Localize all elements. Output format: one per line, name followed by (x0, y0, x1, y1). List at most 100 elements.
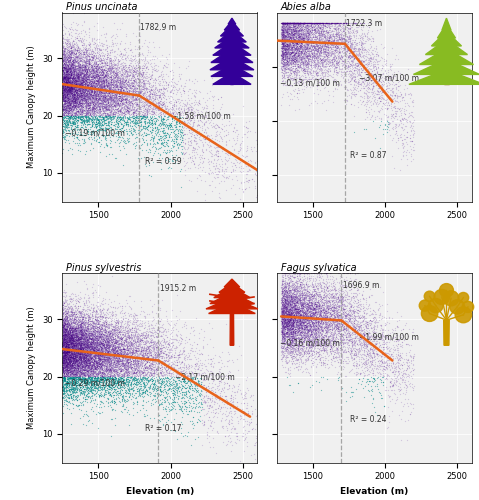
Point (285, 324, 292, 332)
Point (68, 344, 76, 352)
Point (99, 294, 106, 302)
Point (62, 82, 69, 90)
Point (77, 322, 84, 330)
Point (113, 345, 121, 353)
Point (332, 29, 340, 37)
Point (348, 61, 355, 69)
Point (159, 141, 167, 149)
Point (131, 364, 139, 372)
Point (323, 304, 331, 312)
Point (80, 80, 87, 88)
Point (307, 44, 314, 52)
Point (281, 52, 288, 60)
Point (131, 76, 138, 84)
Point (283, 310, 290, 318)
Point (290, 330, 297, 338)
Point (303, 58, 311, 66)
Point (332, 308, 340, 316)
Point (315, 302, 322, 310)
Point (288, 336, 296, 344)
Point (97, 84, 104, 92)
Point (125, 88, 132, 96)
Point (100, 78, 108, 86)
Point (305, 285, 313, 293)
Point (227, 392, 235, 400)
Point (361, 75, 368, 83)
Point (72, 342, 80, 350)
Point (135, 368, 143, 376)
Point (68, 328, 75, 336)
Point (137, 343, 145, 351)
Point (69, 102, 77, 110)
Point (284, 30, 291, 38)
Point (283, 20, 291, 28)
Point (69, 98, 77, 106)
Point (134, 338, 141, 346)
Point (328, 322, 335, 330)
Point (402, 358, 410, 366)
Point (160, 335, 167, 343)
Point (62, 380, 70, 388)
Point (132, 318, 139, 326)
Point (98, 76, 106, 84)
Point (82, 64, 90, 72)
Point (314, 297, 322, 305)
Point (332, 316, 340, 324)
Point (296, 20, 304, 28)
Point (293, 296, 301, 304)
Point (285, 54, 293, 62)
Point (121, 337, 129, 345)
Point (61, 55, 68, 63)
Point (76, 109, 83, 117)
Point (293, 278, 301, 286)
Point (85, 71, 92, 79)
Point (280, 20, 287, 28)
Point (65, 348, 73, 356)
Point (78, 79, 85, 87)
Point (319, 326, 326, 334)
Point (69, 379, 77, 387)
Point (297, 44, 305, 52)
Point (63, 400, 70, 408)
Point (156, 102, 163, 110)
Point (70, 350, 78, 358)
Point (144, 355, 151, 363)
Point (83, 343, 91, 351)
Point (79, 306, 87, 314)
Point (114, 336, 122, 344)
Point (146, 376, 154, 384)
Point (84, 110, 92, 118)
Point (317, 274, 325, 282)
Point (285, 42, 292, 50)
Point (320, 270, 328, 278)
Point (284, 351, 291, 359)
Point (378, 72, 386, 80)
Point (97, 350, 104, 358)
Point (86, 328, 94, 336)
Point (87, 367, 95, 375)
Point (282, 329, 290, 337)
Point (72, 70, 80, 78)
Point (344, 336, 352, 344)
Point (74, 376, 82, 384)
Point (286, 79, 294, 87)
Point (134, 59, 142, 67)
Point (96, 60, 104, 68)
Point (287, 351, 295, 359)
Point (82, 97, 90, 105)
Point (213, 131, 221, 139)
Point (104, 98, 112, 106)
Point (305, 60, 312, 68)
Point (69, 330, 77, 338)
Point (318, 282, 325, 290)
Point (293, 36, 300, 44)
Point (316, 29, 324, 37)
Point (60, 344, 68, 352)
Point (62, 363, 69, 371)
Point (68, 308, 76, 316)
Point (60, 63, 68, 71)
Point (118, 124, 125, 132)
Point (103, 335, 110, 343)
Point (92, 309, 100, 317)
Point (288, 335, 296, 343)
